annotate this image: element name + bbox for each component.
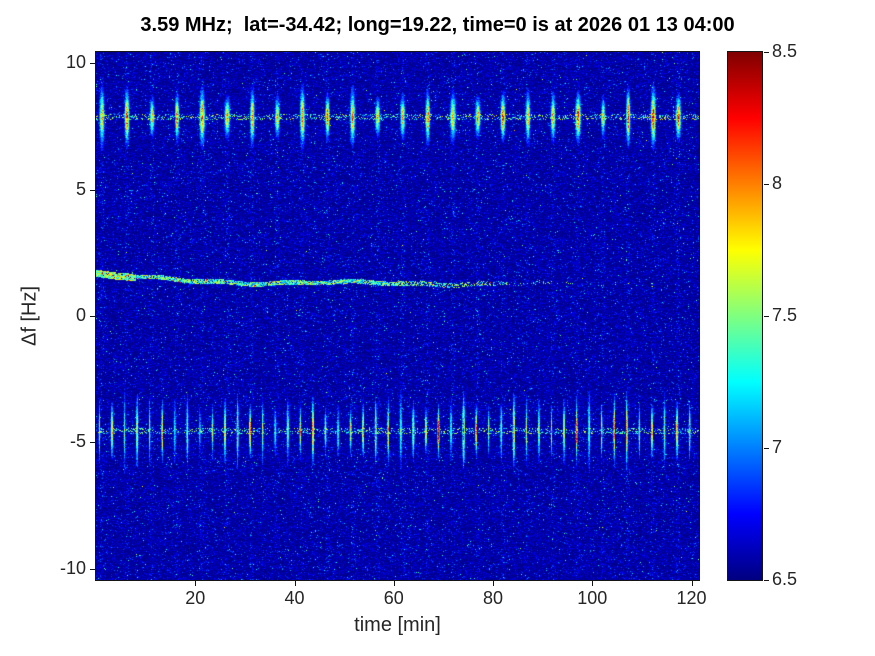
colorbar-tick-label: 8.5: [772, 41, 798, 61]
spectrogram-canvas: [96, 52, 699, 580]
x-tick-label: 60: [383, 588, 404, 608]
colorbar-tick-mark: [764, 184, 769, 185]
y-tick-mark: [90, 63, 95, 65]
colorbar-tick-mark: [764, 52, 769, 53]
x-tick-mark: [691, 581, 693, 586]
y-tick-label: 10: [65, 52, 86, 73]
x-tick-mark: [493, 581, 495, 586]
x-tick-mark: [195, 581, 197, 586]
x-tick-label: 120: [676, 588, 707, 608]
y-tick-mark: [90, 189, 95, 191]
colorbar-tick-label: 7: [772, 437, 783, 457]
x-tick-label: 80: [483, 588, 504, 608]
x-tick-label: 100: [577, 588, 608, 608]
x-tick-mark: [592, 581, 594, 586]
x-tick-label: 20: [185, 588, 206, 608]
y-tick-label: 0: [75, 305, 86, 325]
colorbar-tick-label: 8: [772, 173, 783, 193]
colorbar: [727, 51, 763, 581]
colorbar-tick-label: 6.5: [772, 569, 798, 589]
x-tick-label: 40: [284, 588, 305, 608]
x-tick-mark: [294, 581, 296, 586]
colorbar-tick-mark: [764, 316, 769, 317]
y-tick-label: -5: [69, 431, 86, 452]
plot-area: [95, 51, 700, 581]
y-tick-mark: [90, 316, 95, 317]
x-axis-label: time [min]: [354, 614, 441, 636]
colorbar-tick-label: 7.5: [772, 305, 798, 325]
x-tick-mark: [393, 581, 395, 586]
colorbar-tick-mark: [764, 448, 769, 449]
colorbar-tick-mark: [764, 580, 769, 581]
y-tick-label: 5: [75, 178, 86, 199]
plot-title: 3.59 MHz; lat=-34.42; long=19.22, time=0…: [140, 14, 735, 36]
y-tick-label: -10: [59, 557, 86, 578]
y-tick-mark: [90, 568, 95, 570]
y-tick-mark: [90, 442, 95, 444]
